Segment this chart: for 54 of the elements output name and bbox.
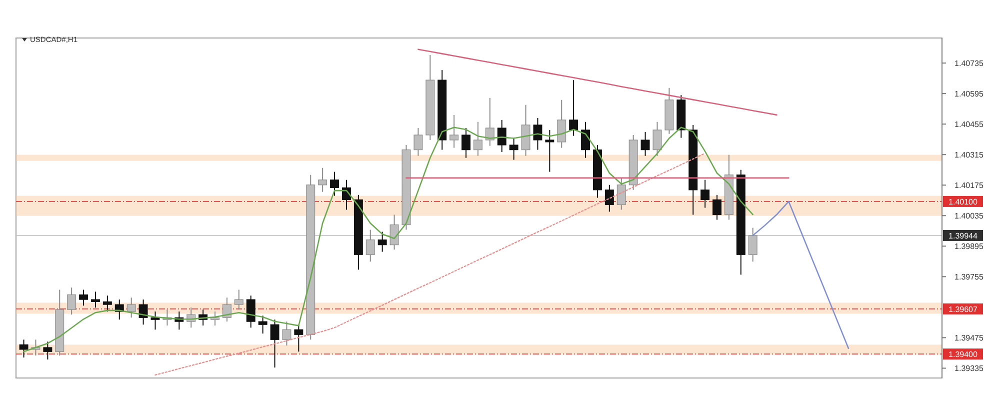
candlestick [652, 121, 662, 156]
candlestick [43, 341, 52, 360]
candlestick [126, 297, 136, 318]
candlestick [67, 287, 76, 316]
candlestick [485, 97, 494, 146]
candlestick [616, 177, 626, 210]
ref-line-label: 1.39944 [948, 231, 978, 240]
candlestick [509, 137, 518, 160]
candlestick [330, 171, 340, 196]
line-series [154, 152, 706, 376]
y-tick-label: 1.39755 [954, 272, 984, 282]
candlestick [604, 184, 614, 212]
y-tick-label: 1.40455 [954, 120, 984, 130]
candlestick [91, 291, 100, 308]
candlestick [557, 99, 566, 148]
candlestick [545, 129, 554, 172]
candlestick [414, 128, 423, 156]
candlestick [378, 231, 387, 252]
candlestick [450, 114, 459, 148]
candlestick [79, 289, 88, 306]
candlestick [138, 299, 148, 326]
candlestick [246, 295, 256, 328]
candlestick [712, 194, 722, 220]
candlestick [150, 311, 160, 330]
y-tick-label: 1.39895 [954, 242, 984, 252]
y-tick-label: 1.40315 [954, 150, 984, 160]
candlestick [581, 121, 590, 158]
y-tick-label: 1.40175 [954, 181, 984, 190]
candlestick [270, 319, 280, 368]
candlestick [462, 128, 470, 158]
ref-line-label: 1.40100 [948, 197, 978, 206]
candlestick [294, 324, 304, 352]
candlestick [533, 117, 542, 150]
candlestick [473, 121, 482, 156]
candlestick [222, 297, 232, 322]
candlestick [640, 131, 650, 156]
candlestick [569, 80, 578, 136]
ref-line-label: 1.39607 [948, 304, 978, 314]
candlestick [282, 321, 292, 346]
line-series [418, 48, 778, 116]
candlestick [210, 311, 220, 326]
candlestick [318, 167, 328, 192]
y-tick-label: 1.40595 [954, 90, 984, 99]
y-tick-label: 1.40035 [954, 212, 984, 221]
y-tick-label: 1.39475 [954, 334, 984, 343]
y-tick-label: 1.40735 [954, 59, 984, 68]
candlestick [102, 295, 112, 312]
candlestick [234, 289, 244, 310]
ref-line-label: 1.39400 [948, 350, 978, 360]
y-tick-label: 1.39335 [954, 364, 984, 374]
candlestick [19, 339, 28, 358]
candlestick [700, 179, 710, 208]
candlestick [258, 315, 268, 334]
candlestick [497, 119, 506, 152]
